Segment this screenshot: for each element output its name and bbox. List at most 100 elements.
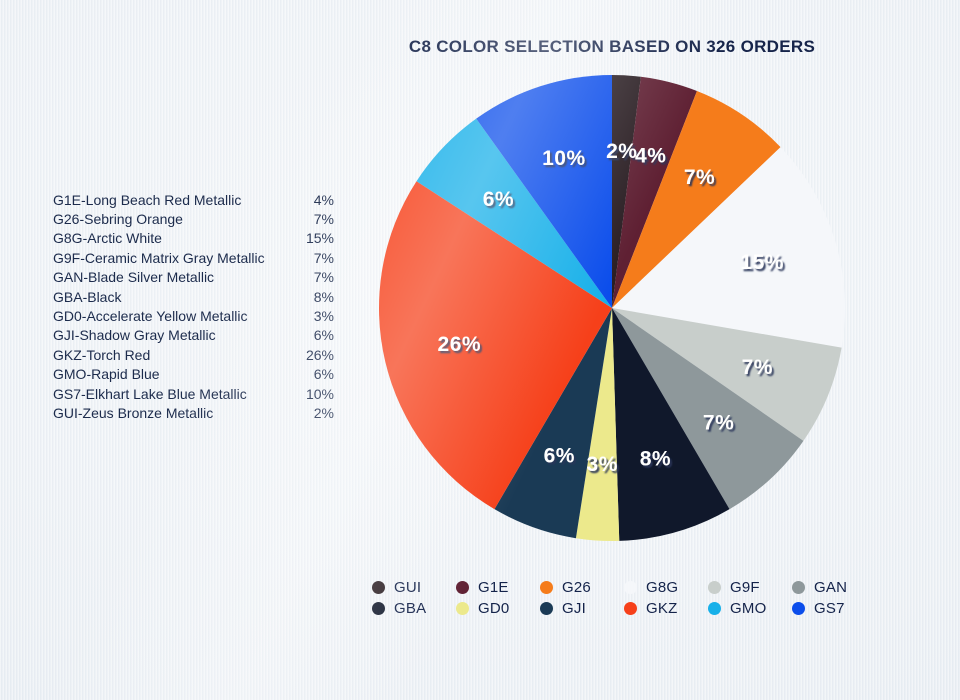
color-list-value: 10% [305, 385, 334, 402]
color-list-label: GS7-Elkhart Lake Blue Metallic [53, 385, 247, 402]
legend-label-GUI: GUI [394, 578, 422, 596]
color-list-item: G9F-Ceramic Matrix Gray Metallic 7% [53, 248, 334, 267]
legend-item-GUI: GUI [372, 577, 456, 597]
chart-legend: GUI G1E G26 G8G G9F GAN GBA GD0 GJI GKZ GMO GS7 [372, 577, 876, 618]
legend-label-G9F: G9F [730, 578, 760, 596]
legend-item-G1E: G1E [456, 577, 540, 597]
color-list-value: 15% [305, 230, 334, 247]
color-list-item: G26-Sebring Orange 7% [53, 209, 334, 228]
legend-item-GAN: GAN [792, 577, 876, 597]
pie-label-GBA: 8% [640, 447, 671, 470]
color-list-value: 6% [313, 327, 334, 344]
pie-slice-GMO [416, 118, 612, 309]
color-list-label: GJI-Shadow Gray Metallic [53, 327, 216, 344]
legend-item-GJI: GJI [540, 598, 624, 618]
pie-label-G9F: 7% [742, 356, 773, 379]
pie-slice-GUI [612, 75, 641, 308]
pie-label-GJI: 6% [544, 444, 575, 467]
pie-label-G26: 7% [684, 166, 715, 189]
color-list-item: GBA-Black 8% [53, 287, 334, 306]
color-list-label: G8G-Arctic White [53, 230, 162, 247]
legend-swatch-GMO [708, 601, 721, 615]
color-list-value: 7% [313, 249, 334, 266]
legend-item-GBA: GBA [372, 598, 456, 618]
color-list-value: 3% [313, 308, 334, 325]
color-list-item: GS7-Elkhart Lake Blue Metallic 10% [53, 384, 334, 403]
legend-swatch-GD0 [456, 601, 469, 615]
color-list-item: GAN-Blade Silver Metallic 7% [53, 268, 334, 287]
legend-swatch-G26 [540, 580, 553, 594]
legend-label-G8G: G8G [646, 578, 679, 596]
legend-swatch-G1E [456, 580, 469, 594]
legend-row: GUI G1E G26 G8G G9F GAN [372, 577, 876, 597]
legend-swatch-GJI [540, 601, 553, 615]
legend-swatch-GKZ [624, 601, 637, 615]
legend-label-GKZ: GKZ [646, 599, 678, 617]
legend-swatch-G9F [708, 580, 721, 594]
color-list-item: GD0-Accelerate Yellow Metallic 3% [53, 306, 334, 325]
pie-slice-GAN [612, 308, 804, 510]
color-list-value: 7% [313, 269, 334, 286]
pie-label-GKZ: 26% [438, 333, 482, 356]
color-list-value: 7% [313, 211, 334, 228]
color-list-item: GJI-Shadow Gray Metallic 6% [53, 326, 334, 345]
legend-item-G26: G26 [540, 577, 624, 597]
legend-item-G8G: G8G [624, 577, 708, 597]
color-list-label: GUI-Zeus Bronze Metallic [53, 404, 214, 421]
color-list-label: GKZ-Torch Red [53, 346, 151, 363]
legend-label-G26: G26 [562, 578, 591, 596]
color-list-value: 8% [313, 288, 334, 305]
pie-slice-GS7 [476, 75, 612, 308]
legend-label-GJI: GJI [562, 599, 586, 617]
color-list-label: GD0-Accelerate Yellow Metallic [53, 308, 248, 325]
legend-label-GBA: GBA [394, 599, 427, 617]
color-list-item: GUI-Zeus Bronze Metallic 2% [53, 403, 334, 422]
legend-swatch-G8G [624, 580, 637, 594]
color-list-value: 2% [313, 404, 334, 421]
color-list-item: GMO-Rapid Blue 6% [53, 365, 334, 384]
pie-slice-G1E [612, 76, 697, 308]
legend-swatch-GS7 [792, 601, 805, 615]
legend-label-GS7: GS7 [814, 599, 845, 617]
chart-title: C8 COLOR SELECTION BASED ON 326 ORDERS [408, 37, 816, 56]
color-list-label: G1E-Long Beach Red Metallic [53, 191, 242, 208]
legend-swatch-GUI [372, 580, 385, 594]
color-percentage-list: G1E-Long Beach Red Metallic 4% G26-Sebring… [53, 190, 334, 423]
legend-label-GD0: GD0 [478, 599, 510, 617]
color-list-label: GBA-Black [53, 288, 122, 305]
pie-label-GS7: 10% [542, 147, 586, 170]
pie-slice-GD0 [575, 308, 620, 542]
legend-label-GAN: GAN [814, 578, 848, 596]
color-list-value: 26% [305, 346, 334, 363]
color-list-value: 4% [313, 191, 334, 208]
color-list-value: 6% [313, 366, 334, 383]
pie-slice-GKZ [378, 181, 612, 510]
legend-label-GMO: GMO [730, 599, 767, 617]
pie-slice-GBA [612, 308, 730, 541]
pie-label-GUI: 2% [606, 140, 637, 163]
pie-slice-G26 [612, 91, 781, 308]
legend-item-G9F: G9F [708, 577, 792, 597]
legend-row: GBA GD0 GJI GKZ GMO GS7 [372, 598, 876, 618]
pie-slice-GJI [494, 308, 612, 539]
pie-label-GD0: 3% [587, 453, 618, 476]
color-list-label: G9F-Ceramic Matrix Gray Metallic [53, 249, 265, 266]
color-list-item: G8G-Arctic White 15% [53, 229, 334, 248]
pie-label-G1E: 4% [635, 144, 666, 167]
pie-slice-G9F [612, 308, 842, 441]
legend-item-GMO: GMO [708, 598, 792, 618]
pie-label-GMO: 6% [483, 188, 514, 211]
color-list-label: GMO-Rapid Blue [53, 366, 160, 383]
color-list-label: G26-Sebring Orange [53, 211, 183, 228]
pie-label-G8G: 15% [740, 251, 784, 274]
legend-label-G1E: G1E [478, 578, 509, 596]
legend-item-GKZ: GKZ [624, 598, 708, 618]
color-list-label: GAN-Blade Silver Metallic [53, 269, 215, 286]
legend-swatch-GAN [792, 580, 805, 594]
legend-swatch-GBA [372, 601, 385, 615]
color-list-item: GKZ-Torch Red 26% [53, 345, 334, 364]
legend-item-GD0: GD0 [456, 598, 540, 618]
pie-label-GAN: 7% [703, 412, 734, 435]
pie-slice-G8G [612, 147, 846, 348]
